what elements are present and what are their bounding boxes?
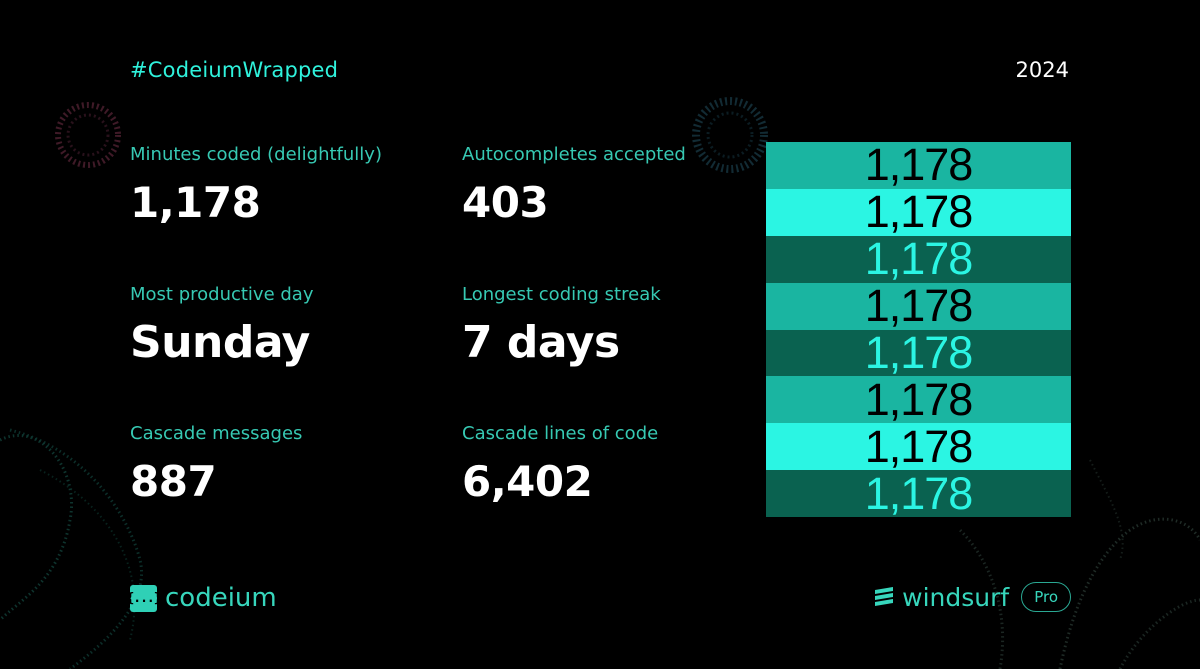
stat-label: Cascade lines of code — [462, 423, 659, 444]
highlight-band: 1,178 — [766, 470, 1071, 518]
stat-minutes-coded: Minutes coded (delightfully) 1,178 — [130, 144, 382, 228]
decorative-flower-right — [1058, 517, 1200, 669]
stat-value: 7 days — [462, 317, 620, 368]
stat-value: Sunday — [130, 317, 310, 368]
highlight-band: 1,178 — [766, 235, 1071, 283]
stat-longest-streak: Longest coding streak 7 days — [462, 284, 661, 368]
stat-value: 403 — [462, 178, 549, 227]
codeium-wordmark: codeium — [165, 583, 277, 613]
windsurf-logo-icon — [875, 587, 894, 606]
highlight-band: 1,178 — [766, 329, 1071, 377]
stat-label: Autocompletes accepted — [462, 144, 686, 165]
codeium-logo-icon: {...} — [126, 584, 162, 612]
decorative-ring-center — [692, 97, 768, 173]
stat-cascade-messages: Cascade messages 887 — [130, 423, 302, 507]
stat-label: Minutes coded (delightfully) — [130, 144, 382, 165]
codeium-logo: {...} codeium — [126, 583, 277, 613]
stat-label: Most productive day — [130, 284, 314, 305]
hashtag-title: #CodeiumWrapped — [130, 58, 339, 82]
highlight-stack: 1,178 1,178 1,178 1,178 1,178 1,178 1,17… — [766, 142, 1071, 518]
stat-most-productive-day: Most productive day Sunday — [130, 284, 314, 368]
year-label: 2024 — [1015, 58, 1069, 82]
stat-label: Longest coding streak — [462, 284, 661, 305]
stat-value: 1,178 — [130, 178, 261, 227]
highlight-band: 1,178 — [766, 282, 1071, 330]
decorative-wave-left — [0, 433, 73, 622]
stat-cascade-lines: Cascade lines of code 6,402 — [462, 423, 658, 507]
stat-value: 887 — [130, 457, 217, 506]
pro-badge: Pro — [1021, 582, 1071, 612]
highlight-band: 1,178 — [766, 188, 1071, 236]
stat-label: Cascade messages — [130, 423, 303, 444]
stat-value: 6,402 — [462, 457, 593, 506]
highlight-band: 1,178 — [766, 142, 1071, 189]
windsurf-logo: windsurf Pro — [873, 582, 1071, 612]
decorative-ring-left — [55, 102, 121, 168]
stat-autocompletes-accepted: Autocompletes accepted 403 — [462, 144, 686, 228]
highlight-band: 1,178 — [766, 423, 1071, 471]
highlight-band: 1,178 — [766, 376, 1071, 424]
windsurf-wordmark: windsurf — [902, 582, 1010, 612]
